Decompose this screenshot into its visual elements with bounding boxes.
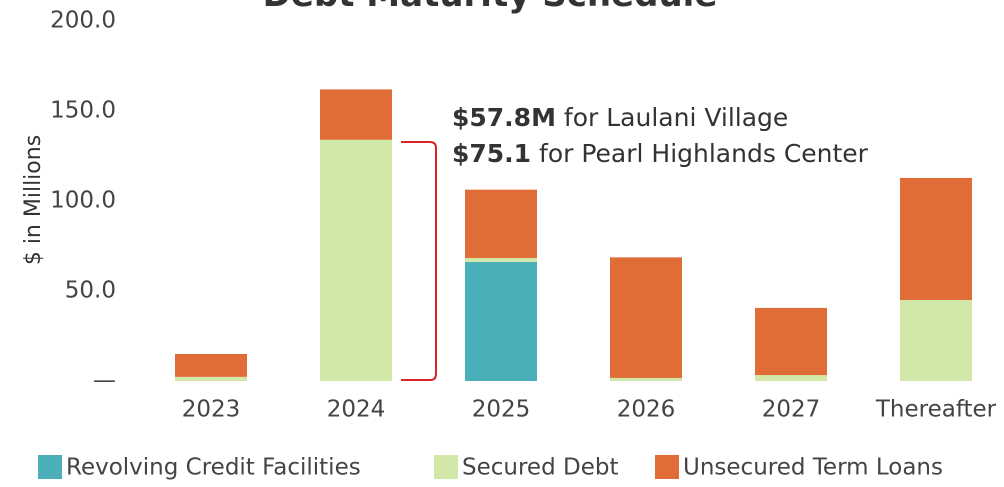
y-tick-label: — [93,368,116,394]
bar-segment [900,300,972,381]
bar-segment [465,262,537,381]
x-tick-label: 2027 [762,397,821,423]
bar-segment [465,189,537,259]
chart-title: Debt Maturity Schedule [263,0,718,15]
annotation-text: for Laulani Village [556,103,788,132]
legend-swatch [434,455,458,479]
annotation-text: for Pearl Highlands Center [531,139,869,168]
bar-segment [610,257,682,378]
legend-swatch [655,455,679,479]
bar-segment [320,139,392,381]
y-axis-title: $ in Millions [21,135,46,265]
y-tick-label: 100.0 [50,188,116,214]
annotation: $57.8M for Laulani Village [452,103,788,132]
bar-segment [900,177,972,300]
bar-segment [320,89,392,140]
x-tick-label: 2026 [617,397,676,423]
x-tick-label: Thereafter [875,397,997,423]
y-tick-label: 150.0 [50,98,116,124]
legend-label: Secured Debt [462,455,618,481]
bar-segment [465,258,537,263]
annotation: $75.1 for Pearl Highlands Center [452,139,869,168]
y-tick-label: 50.0 [65,278,116,304]
annotation-bold: $75.1 [452,139,531,168]
bar-segment [610,377,682,381]
legend-label: Revolving Credit Facilities [66,455,361,481]
x-tick-label: 2023 [182,397,241,423]
legend-swatch [38,455,62,479]
bar-segment [175,376,247,381]
bar-segment [755,375,827,381]
y-tick-label: 200.0 [50,8,116,34]
x-tick-label: 2025 [472,397,531,423]
legend-label: Unsecured Term Loans [683,455,943,481]
x-tick-label: 2024 [327,397,386,423]
bracket [401,141,437,381]
annotation-bold: $57.8M [452,103,556,132]
bar-segment [755,307,827,376]
bar-segment [175,354,247,377]
